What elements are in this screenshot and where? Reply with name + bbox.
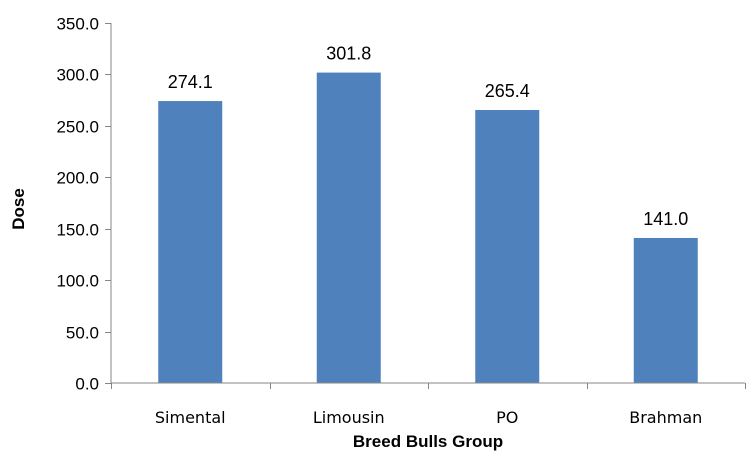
bars <box>158 72 698 383</box>
category-label: Limousin <box>313 408 385 427</box>
data-label: 265.4 <box>485 81 530 101</box>
y-tick-label: 250.0 <box>56 118 99 137</box>
bar-po <box>475 110 540 383</box>
y-tick-label: 300.0 <box>56 66 99 85</box>
y-tick-label: 0.0 <box>75 375 99 394</box>
data-label: 274.1 <box>168 72 213 92</box>
bar-limousin <box>316 72 381 383</box>
y-tick-label: 150.0 <box>56 221 99 240</box>
bar-simental <box>158 101 223 383</box>
category-label: PO <box>496 408 518 427</box>
x-axis-ticks <box>111 383 746 389</box>
data-labels: 274.1 301.8 265.4 141.0 <box>168 44 689 229</box>
y-axis-ticks: 0.0 50.0 100.0 150.0 200.0 250.0 300.0 350.0 <box>56 15 111 394</box>
data-label: 141.0 <box>643 209 688 229</box>
y-axis-title: Dose <box>9 188 28 230</box>
y-tick-label: 200.0 <box>56 169 99 188</box>
y-tick-label: 50.0 <box>66 324 99 343</box>
category-label: Brahman <box>629 408 702 427</box>
category-labels: Simental Limousin PO Brahman <box>155 408 702 427</box>
x-axis-title: Breed Bulls Group <box>353 432 503 451</box>
y-tick-label: 100.0 <box>56 272 99 291</box>
y-tick-label: 350.0 <box>56 15 99 34</box>
category-label: Simental <box>155 408 226 427</box>
data-label: 301.8 <box>326 44 371 64</box>
bar-brahman <box>633 237 698 383</box>
